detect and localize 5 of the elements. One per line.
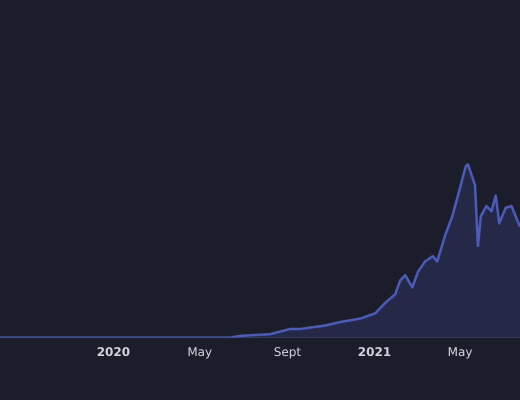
x-tick-label: May bbox=[187, 344, 212, 359]
x-tick-label: 2020 bbox=[96, 344, 130, 359]
x-tick-label: May bbox=[448, 344, 472, 359]
x-tick-label: 2021 bbox=[358, 344, 392, 359]
x-tick-label: Sept bbox=[274, 344, 302, 359]
